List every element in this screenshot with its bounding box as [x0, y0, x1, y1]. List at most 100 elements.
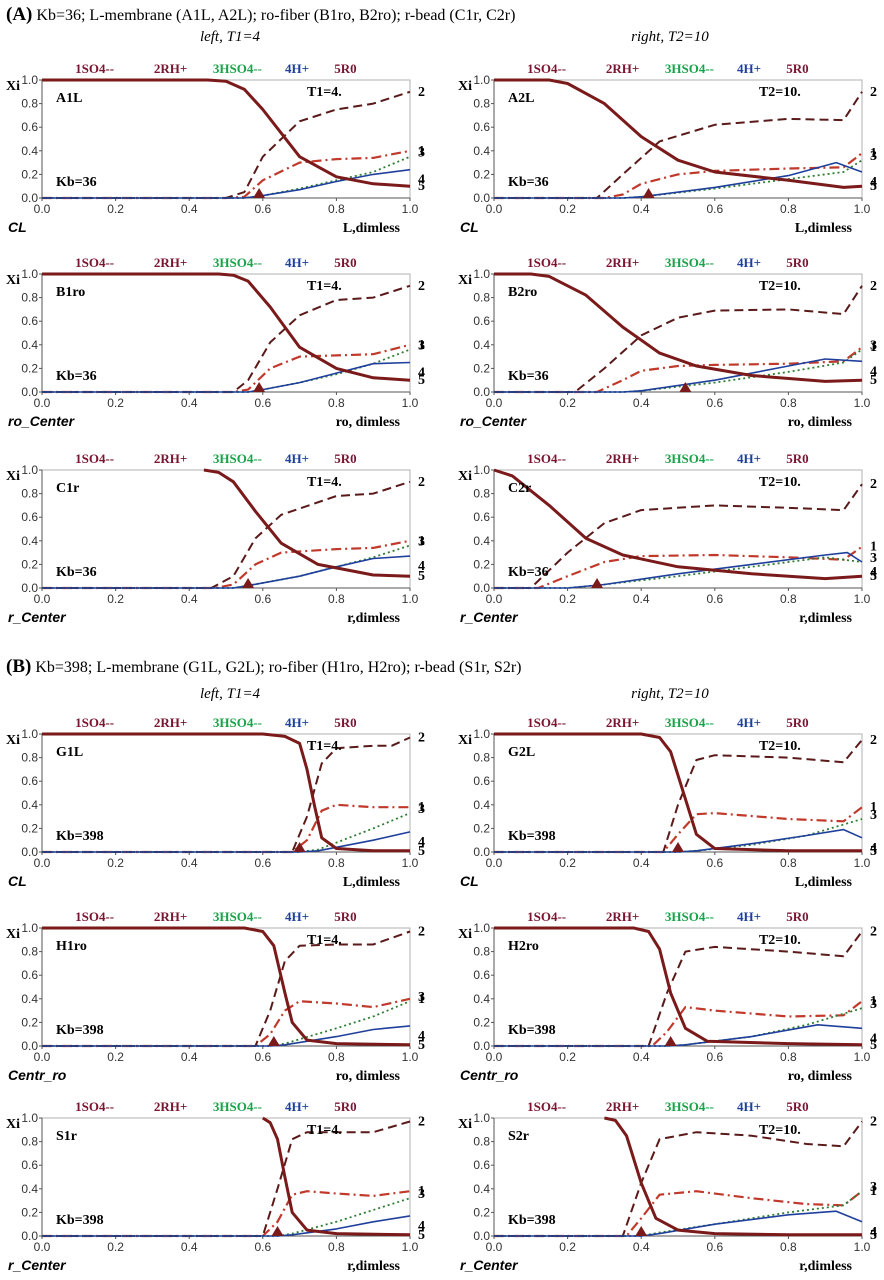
series-line-4 [494, 358, 863, 393]
x-tick-label: 0.6 [254, 1240, 271, 1254]
y-tick-label: 0.6 [21, 120, 38, 134]
chart-panel-G1L: 1SO4-- 2RH+ 3HSO4-- 4H+ 5R0 0.0 0.2 0.4 0.6 0.8 1.… [0, 706, 440, 896]
series-number-label: 3 [418, 802, 425, 817]
marker-triangle [253, 382, 266, 392]
series-line-1 [42, 539, 411, 590]
species-label-3: 3HSO4-- [213, 451, 262, 466]
chart-svg-S1r: 1SO4-- 2RH+ 3HSO4-- 4H+ 5R0 0.0 0.2 0.4 0.6 0.8 1.… [6, 1099, 425, 1274]
species-label-4: 4H+ [737, 909, 761, 924]
series-line-2 [42, 284, 411, 393]
series-line-5 [203, 468, 411, 578]
y-axis-label: Xi [458, 79, 472, 94]
section-b-left-title: left, T1=4 [199, 686, 261, 702]
y-tick-label: 0.0 [473, 845, 490, 859]
series-number-label: 2 [418, 925, 425, 940]
x-tick-label: 0.4 [633, 1240, 650, 1254]
species-label-2: 2RH+ [606, 451, 639, 466]
y-tick-label: 1.0 [21, 1111, 38, 1125]
y-tick-label: 0.0 [473, 1039, 490, 1053]
panel-label: H2ro [508, 939, 539, 954]
species-label-4: 4H+ [285, 715, 309, 730]
species-label-1: 1SO4-- [75, 715, 114, 730]
chart-panel-H2ro: 1SO4-- 2RH+ 3HSO4-- 4H+ 5R0 0.0 0.2 0.4 0.6 0.8 1.… [452, 900, 884, 1090]
species-label-1: 1SO4-- [527, 61, 566, 76]
x-tick-label: 0.2 [559, 592, 576, 606]
x-tick-label: 0.6 [254, 202, 271, 216]
series-line-4 [42, 361, 411, 393]
y-axis-label: Xi [6, 927, 20, 942]
species-label-5: 5R0 [334, 1099, 356, 1114]
species-label-4: 4H+ [285, 1099, 309, 1114]
origin-label: CL [8, 873, 27, 889]
chart-panel-C2r: 1SO4-- 2RH+ 3HSO4-- 4H+ 5R0 0.0 0.2 0.4 0.6 0.8 1.… [452, 442, 884, 632]
x-tick-label: 0.2 [107, 856, 124, 870]
y-axis-label: Xi [6, 273, 20, 288]
temperature-label: T2=10. [759, 475, 801, 490]
series-line-4 [42, 555, 411, 589]
panel-label: H1ro [56, 939, 87, 954]
series-line-1 [494, 1000, 863, 1048]
chart-svg-B2ro: 1SO4-- 2RH+ 3HSO4-- 4H+ 5R0 0.0 0.2 0.4 0.6 0.8 1.… [458, 255, 877, 430]
y-tick-label: 0.8 [21, 97, 38, 111]
x-tick-label: 0.4 [181, 856, 198, 870]
series-number-label: 5 [418, 1228, 425, 1243]
series-number-label: 2 [418, 731, 425, 746]
x-tick-label: 0.8 [328, 856, 345, 870]
x-tick-label: 1.0 [402, 396, 419, 410]
series-number-label: 2 [870, 733, 877, 748]
chart-panel-S2r: 1SO4-- 2RH+ 3HSO4-- 4H+ 5R0 0.0 0.2 0.4 0.6 0.8 1.… [452, 1090, 884, 1280]
series-number-label: 3 [870, 551, 877, 566]
x-tick-label: 0.0 [486, 202, 503, 216]
panel-label: G2L [508, 745, 535, 760]
x-tick-label: 0.2 [107, 592, 124, 606]
kb-label: Kb=36 [508, 175, 549, 190]
x-tick-label: 0.8 [780, 592, 797, 606]
species-label-4: 4H+ [285, 61, 309, 76]
series-line-5 [494, 272, 863, 383]
species-label-3: 3HSO4-- [665, 715, 714, 730]
y-tick-label: 0.8 [21, 487, 38, 501]
x-axis-label: L,dimless [343, 221, 401, 236]
x-tick-label: 0.8 [328, 396, 345, 410]
x-tick-label: 0.0 [34, 1050, 51, 1064]
x-axis-label: ro, dimless [788, 1069, 853, 1084]
x-axis-label: L,dimless [343, 875, 401, 890]
chart-svg-A1L: 1SO4-- 2RH+ 3HSO4-- 4H+ 5R0 0.0 0.2 0.4 0.6 0.8 1.… [6, 61, 425, 236]
kb-label: Kb=36 [56, 175, 97, 190]
y-axis-label: Xi [6, 733, 20, 748]
series-line-5 [494, 732, 862, 853]
species-label-5: 5R0 [334, 715, 356, 730]
x-tick-label: 1.0 [402, 1240, 419, 1254]
series-line-5 [42, 732, 410, 853]
series-number-label: 5 [418, 1038, 425, 1053]
marker-triangle [591, 578, 604, 588]
origin-label: Centr_ro [460, 1067, 519, 1083]
series-line-4 [494, 161, 863, 199]
species-label-2: 2RH+ [154, 1099, 187, 1114]
y-tick-label: 0.2 [473, 167, 490, 181]
series-line-1 [42, 997, 411, 1048]
x-tick-label: 0.8 [328, 1240, 345, 1254]
y-tick-label: 1.0 [473, 1111, 490, 1125]
series-line-1 [494, 545, 863, 590]
series-number-label: 2 [418, 1115, 425, 1130]
series-number-label: 3 [418, 990, 425, 1005]
y-tick-label: 0.0 [473, 1229, 490, 1243]
species-label-5: 5R0 [334, 909, 356, 924]
species-label-1: 1SO4-- [527, 451, 566, 466]
series-line-5 [493, 468, 863, 581]
y-tick-label: 0.0 [473, 385, 490, 399]
y-tick-label: 0.8 [21, 945, 38, 959]
x-tick-label: 0.0 [486, 592, 503, 606]
y-tick-label: 0.6 [473, 1158, 490, 1172]
origin-label: CL [8, 219, 27, 235]
species-label-5: 5R0 [334, 451, 356, 466]
series-line-2 [42, 930, 411, 1047]
x-tick-label: 0.6 [706, 396, 723, 410]
y-tick-label: 1.0 [473, 73, 490, 87]
series-line-1 [494, 806, 863, 854]
series-number-label: 2 [418, 279, 425, 294]
x-tick-label: 0.8 [328, 592, 345, 606]
y-tick-label: 0.2 [21, 1205, 38, 1219]
series-line-1 [42, 1190, 411, 1238]
